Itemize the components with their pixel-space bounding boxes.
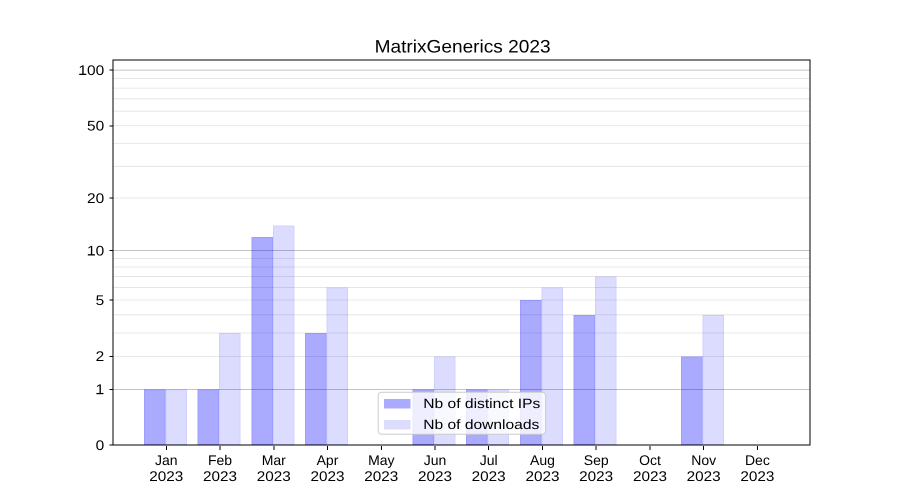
svg-text:Nb of distinct IPs: Nb of distinct IPs [423, 396, 540, 411]
svg-text:2023: 2023 [149, 468, 183, 484]
svg-text:May: May [368, 452, 394, 468]
svg-text:50: 50 [87, 118, 104, 134]
svg-text:10: 10 [87, 242, 104, 258]
svg-text:Sep: Sep [584, 452, 609, 468]
svg-text:2023: 2023 [203, 468, 237, 484]
svg-text:2023: 2023 [472, 468, 506, 484]
svg-text:2023: 2023 [579, 468, 613, 484]
svg-text:2023: 2023 [633, 468, 667, 484]
svg-text:Oct: Oct [639, 452, 661, 468]
svg-text:Apr: Apr [317, 452, 339, 468]
svg-text:2023: 2023 [687, 468, 721, 484]
svg-text:5: 5 [96, 292, 105, 308]
svg-text:MatrixGenerics 2023: MatrixGenerics 2023 [375, 36, 551, 56]
svg-text:2023: 2023 [418, 468, 452, 484]
svg-text:Mar: Mar [262, 452, 286, 468]
svg-text:2023: 2023 [257, 468, 291, 484]
svg-text:Jun: Jun [424, 452, 447, 468]
svg-text:2023: 2023 [364, 468, 398, 484]
svg-text:Feb: Feb [208, 452, 232, 468]
svg-text:2: 2 [96, 348, 105, 364]
svg-text:2023: 2023 [311, 468, 345, 484]
svg-text:Nov: Nov [691, 452, 716, 468]
svg-text:Aug: Aug [530, 452, 555, 468]
svg-text:20: 20 [87, 190, 104, 206]
svg-text:1: 1 [96, 381, 105, 397]
svg-text:100: 100 [78, 62, 104, 78]
svg-text:Jan: Jan [155, 452, 178, 468]
svg-text:Dec: Dec [745, 452, 770, 468]
svg-text:2023: 2023 [526, 468, 560, 484]
svg-text:Jul: Jul [480, 452, 498, 468]
svg-text:2023: 2023 [740, 468, 774, 484]
svg-text:Nb of downloads: Nb of downloads [423, 417, 539, 432]
svg-text:0: 0 [96, 437, 105, 453]
